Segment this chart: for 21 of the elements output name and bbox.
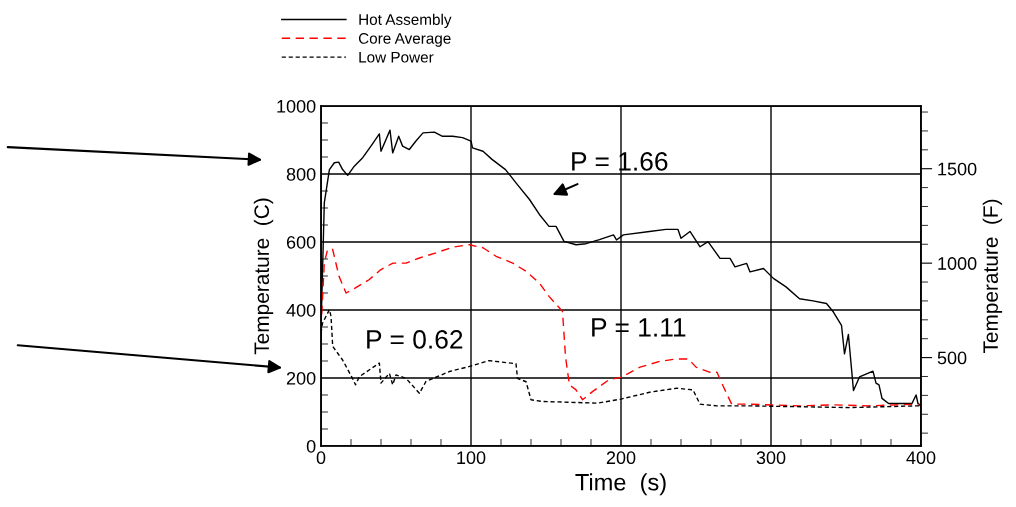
x-tick-label: 100	[457, 451, 486, 465]
annotation: P = 0.62	[367, 330, 463, 349]
legend-label: Hot Assembly	[359, 13, 452, 28]
y-tick-label: 1000	[277, 99, 316, 113]
x-tick-label: 0	[316, 451, 326, 465]
y-tick-label: 0	[306, 439, 316, 453]
y2-tick-label: 1000	[938, 257, 977, 270]
x-tick-label: 200	[606, 451, 636, 465]
y-axis-title: Temperature (C)	[253, 198, 274, 355]
legend-label: Low Power	[359, 51, 434, 63]
x-tick-label: 300	[756, 451, 786, 465]
y-tick-label: 200	[286, 371, 316, 385]
x-tick-label: 400	[906, 451, 936, 465]
y2-tick-label: 1500	[938, 162, 977, 176]
y-tick-label: 400	[286, 303, 316, 317]
y2-axis-title: Temperature (F)	[982, 199, 1003, 354]
y2-tick-label: 500	[937, 351, 967, 365]
y-tick-label: 800	[286, 167, 316, 181]
y-tick-label: 600	[286, 235, 316, 249]
legend-label: Core Average	[358, 32, 451, 47]
x-axis-title: Time (s)	[575, 473, 666, 496]
